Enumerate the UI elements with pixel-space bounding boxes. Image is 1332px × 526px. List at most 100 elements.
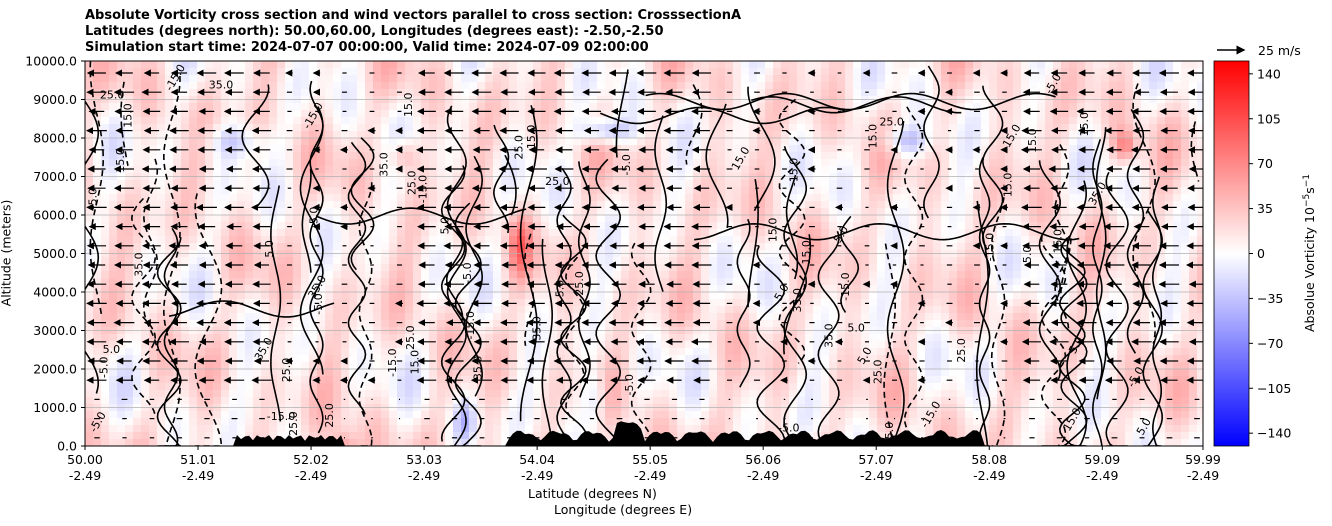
- colorbar-tick-label: 0: [1257, 246, 1265, 261]
- contour-label: -15.0: [883, 422, 896, 450]
- contour-label: 25.0: [100, 89, 125, 102]
- contour-label: 15.0: [1026, 128, 1039, 153]
- colorbar-tick-label: 35: [1257, 201, 1273, 216]
- contour-label: 15.0: [1002, 173, 1015, 198]
- contour-label: -15.0: [464, 311, 477, 339]
- y-tick-label: 7000.0: [33, 169, 77, 184]
- x-tick-label-lon: -2.49: [973, 468, 1005, 483]
- x-tick-label-lat: 59.09: [1084, 452, 1120, 467]
- colorbar-tick-label: 140: [1257, 66, 1281, 81]
- contour-label: 35.0: [377, 152, 390, 177]
- y-tick-label: 4000.0: [33, 285, 77, 300]
- contour-label: 25.0: [573, 271, 586, 296]
- contour-label: -15.0: [386, 348, 399, 376]
- x-tick-label-lon: -2.49: [1086, 468, 1118, 483]
- contour-label: 25.0: [872, 360, 885, 385]
- y-tick-label: 9000.0: [33, 92, 77, 107]
- contour-label: 35.0: [823, 323, 836, 348]
- contour-label: 15.0: [525, 125, 538, 150]
- quiver-key-label: 25 m/s: [1258, 43, 1301, 58]
- contour-label: 35.0: [132, 252, 145, 276]
- y-tick-label: 5000.0: [33, 246, 77, 261]
- x-axis-label-lat: Latitude (degrees N): [528, 486, 657, 501]
- contour-label: 35.0: [472, 356, 485, 381]
- y-axis: 0.0 1000.0 2000.0 3000.0 4000.0 5000.0 6000.0 7…: [25, 54, 85, 454]
- chart-title-line-1: Absolute Vorticity cross section and win…: [85, 8, 742, 23]
- colorbar-tick-label: −35: [1257, 291, 1283, 306]
- contour-label: 15.0: [767, 218, 780, 243]
- x-tick-label-lon: -2.49: [69, 468, 101, 483]
- contour-label: 15.0: [1051, 229, 1064, 254]
- colorbar-tick-label: −70: [1257, 336, 1283, 351]
- contour-label: -5.0: [778, 422, 799, 435]
- x-tick-label-lat: 52.02: [293, 452, 329, 467]
- y-tick-label: 3000.0: [33, 323, 77, 338]
- x-axis-label-lon: Longitude (degrees E): [554, 502, 693, 517]
- x-tick-label-lat: 59.99: [1185, 452, 1221, 467]
- colorbar-tick-label: −105: [1257, 381, 1291, 396]
- contour-label: 15.0: [121, 103, 134, 128]
- contour-label: 5.0: [263, 240, 276, 258]
- x-tick-label-lon: -2.49: [634, 468, 666, 483]
- contour-label: 35.0: [791, 288, 804, 313]
- chart-title-line-3: Simulation start time: 2024-07-07 00:00:…: [85, 40, 649, 55]
- contour-label: -5.0: [98, 356, 111, 377]
- contour-label: 15.0: [800, 240, 813, 264]
- contour-label: -5.0: [623, 374, 636, 395]
- x-tick-label-lat: 56.06: [745, 452, 781, 467]
- contour-label: -5.0: [87, 188, 100, 209]
- contour-label: 15.0: [114, 148, 127, 173]
- x-tick-label-lat: 57.07: [858, 452, 894, 467]
- y-tick-label: 6000.0: [33, 208, 77, 223]
- x-tick-label-lon: -2.49: [521, 468, 553, 483]
- contour-label: 25.0: [406, 170, 419, 195]
- y-tick-label: 1000.0: [33, 400, 77, 415]
- contour-label: 15.0: [402, 92, 415, 117]
- chart-title-line-2: Latitudes (degrees north): 50.00,60.00, …: [85, 24, 664, 39]
- colorbar: [1214, 61, 1249, 446]
- contour-label: -15.0: [983, 233, 996, 261]
- contour-label: 25.0: [280, 358, 293, 383]
- contour-label: -15.0: [417, 175, 430, 203]
- contour-label: -5.0: [308, 207, 321, 228]
- y-tick-label: 10000.0: [25, 54, 77, 69]
- contour-label: 25.0: [955, 338, 968, 363]
- contour-label: 5.0: [438, 217, 451, 235]
- contour-label: 35.0: [530, 316, 543, 341]
- quiver-key: 25 m/s: [1217, 43, 1301, 58]
- grid-lines: [85, 60, 1203, 447]
- contour-label: 5.0: [847, 321, 865, 334]
- terrain: [85, 421, 1203, 446]
- contour-label: 25.0: [287, 411, 300, 436]
- x-tick-label-lat: 58.08: [971, 452, 1007, 467]
- x-tick-label-lon: -2.49: [860, 468, 892, 483]
- contour-label: 15.0: [1078, 112, 1091, 137]
- x-tick-label-lon: -2.49: [1187, 468, 1219, 483]
- y-tick-label: 8000.0: [33, 131, 77, 146]
- contour-label: 5.0: [1021, 246, 1034, 264]
- x-tick-label-lat: 51.01: [180, 452, 216, 467]
- contour-label: -15.0: [788, 158, 801, 186]
- contour-label: 5.0: [553, 280, 566, 298]
- y-tick-label: 0.0: [57, 439, 77, 454]
- contour-label: -5.0: [312, 293, 325, 314]
- colorbar-tick-label: 105: [1257, 111, 1281, 126]
- colorbar-tick-label: −140: [1257, 426, 1291, 441]
- contour-label: 35.0: [209, 78, 234, 91]
- contour-label: 25.0: [545, 175, 570, 188]
- contour-label: -15.0: [839, 272, 852, 300]
- contour-label: -5.0: [461, 262, 474, 283]
- wind-vectors: [85, 69, 1203, 439]
- contour-label: 25.0: [404, 325, 417, 350]
- x-tick-label-lat: 50.00: [67, 452, 103, 467]
- contour-lines: [85, 61, 1200, 446]
- x-tick-label-lat: 53.03: [406, 452, 442, 467]
- contour-label: 15.0: [409, 350, 422, 375]
- contour-label: -5.0: [620, 154, 633, 175]
- colorbar-label: Absolue Vorticity 10−5s−1: [1302, 174, 1317, 332]
- x-tick-label-lon: -2.49: [747, 468, 779, 483]
- x-tick-label-lon: -2.49: [408, 468, 440, 483]
- contour-label: 5.0: [103, 343, 121, 356]
- x-tick-label-lat: 55.05: [632, 452, 668, 467]
